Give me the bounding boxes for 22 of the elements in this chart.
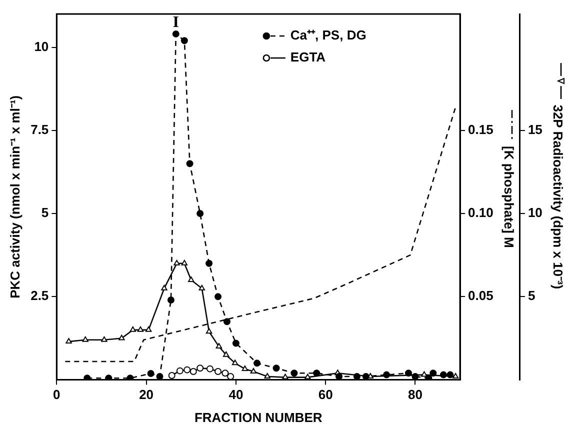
x-tick-label: 0 [53,387,60,402]
legend-label: EGTA [290,50,326,65]
y3-tick-label: 10 [528,205,542,220]
y2-tick-label: 0.10 [468,205,494,220]
x-tick-label: 20 [139,387,154,402]
x-tick-label: 80 [408,387,422,402]
y-axis-title: PKC activity (nmol x min⁻¹ x ml⁻¹) [7,95,22,298]
y2-tick-label: 0.05 [468,288,494,304]
annotation: I [172,14,180,32]
y-tick-label: 5 [41,205,49,220]
y2-tick-label: 0.15 [468,122,494,137]
y3-tick-label: 15 [528,122,542,137]
y3-axis-title: 32P Radioactivity (dpm x 10⁻³) [550,104,566,290]
y-tick-label: 2.5 [30,288,49,304]
x-tick-label: 40 [228,387,244,402]
x-axis-title: FRACTION NUMBER [194,410,323,425]
y3-tick-label: 5 [528,288,536,304]
y2-axis-title: [K phosphate] M [502,146,517,248]
y-tick-label: 7.5 [30,122,49,137]
y-tick-label: 10 [34,38,49,54]
x-tick-label: 60 [318,387,333,402]
legend-label: Ca⁺⁺, PS, DG [290,28,366,43]
